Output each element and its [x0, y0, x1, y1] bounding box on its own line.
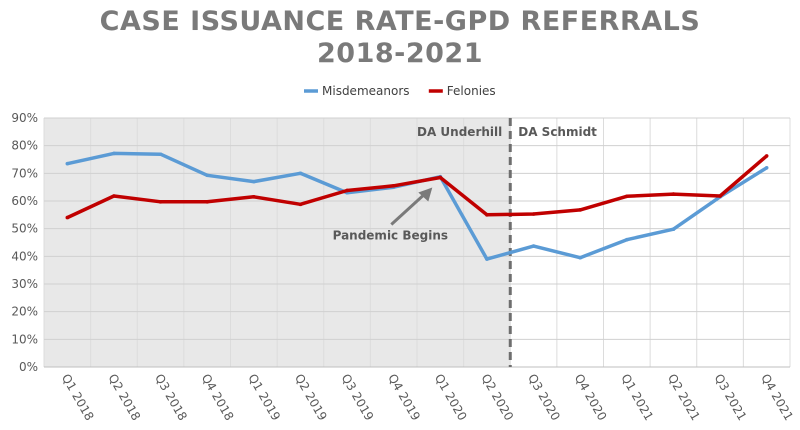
x-tick-label: Q3 2019	[338, 372, 376, 424]
y-tick-label: 10%	[11, 332, 38, 346]
x-tick-label: Q4 2018	[199, 372, 237, 424]
data-point-felonies	[158, 200, 163, 204]
series-line-felonies	[66, 154, 768, 220]
data-point-misdemeanors	[298, 171, 303, 176]
data-point-misdemeanors	[671, 227, 676, 232]
x-tick-label: Q2 2018	[105, 372, 143, 424]
data-point-felonies	[438, 175, 443, 180]
y-tick-label: 60%	[11, 194, 38, 208]
data-point-misdemeanors	[578, 255, 582, 260]
x-tick-label: Q1 2021	[618, 372, 656, 424]
y-tick-label: 80%	[11, 139, 38, 153]
data-point-felonies	[578, 208, 582, 212]
data-point-felonies	[205, 200, 209, 204]
legend-label-misdemeanors: Misdemeanors	[322, 84, 410, 98]
x-tick-label: Q3 2020	[525, 372, 563, 424]
divider-right-label: DA Schmidt	[518, 125, 597, 139]
y-tick-label: 0%	[19, 360, 38, 374]
data-point-felonies	[345, 188, 349, 193]
data-point-misdemeanors	[764, 166, 769, 170]
x-tick-label: Q1 2018	[59, 372, 97, 424]
y-tick-label: 40%	[11, 249, 38, 263]
chart-subtitle: 2018-2021	[317, 38, 483, 69]
data-point-felonies	[625, 194, 629, 199]
y-tick-label: 70%	[11, 166, 38, 180]
legend-label-felonies: Felonies	[447, 84, 496, 98]
data-point-misdemeanors	[65, 161, 70, 166]
annotation-label: Pandemic Begins	[333, 228, 448, 242]
x-tick-label: Q2 2020	[478, 372, 516, 424]
data-point-misdemeanors	[112, 151, 116, 156]
annotation-arrowhead	[418, 187, 433, 202]
data-point-felonies	[298, 202, 303, 207]
divider-left-label: DA Underhill	[417, 125, 502, 139]
data-point-misdemeanors	[531, 244, 536, 248]
x-tick-label: Q2 2021	[665, 372, 703, 424]
chart-title: CASE ISSUANCE RATE-GPD REFERRALS	[99, 6, 701, 37]
x-tick-label: Q2 2019	[292, 372, 330, 424]
data-point-felonies	[112, 194, 116, 198]
data-point-felonies	[764, 154, 769, 158]
y-tick-label: 50%	[11, 222, 38, 236]
y-tick-label: 20%	[11, 305, 38, 319]
x-tick-label: Q1 2019	[245, 372, 283, 424]
x-tick-label: Q3 2021	[711, 372, 749, 424]
data-point-misdemeanors	[252, 179, 256, 184]
data-point-felonies	[531, 212, 536, 216]
x-tick-label: Q4 2021	[758, 372, 796, 424]
data-point-felonies	[718, 194, 722, 198]
x-tick-label: Q4 2019	[385, 372, 423, 424]
y-tick-label: 90%	[11, 111, 38, 125]
data-point-felonies	[252, 195, 256, 199]
x-tick-label: Q3 2018	[152, 372, 190, 424]
data-point-felonies	[391, 183, 396, 188]
data-point-misdemeanors	[625, 237, 629, 242]
data-point-felonies	[65, 215, 70, 220]
y-tick-label: 30%	[11, 277, 38, 291]
data-point-misdemeanors	[158, 152, 163, 157]
annotation-arrow	[390, 192, 427, 226]
x-tick-label: Q4 2020	[572, 372, 610, 424]
data-point-felonies	[671, 192, 676, 196]
data-point-misdemeanors	[485, 257, 489, 261]
data-point-misdemeanors	[205, 173, 209, 178]
x-tick-label: Q1 2020	[432, 372, 470, 424]
data-point-felonies	[485, 213, 489, 217]
